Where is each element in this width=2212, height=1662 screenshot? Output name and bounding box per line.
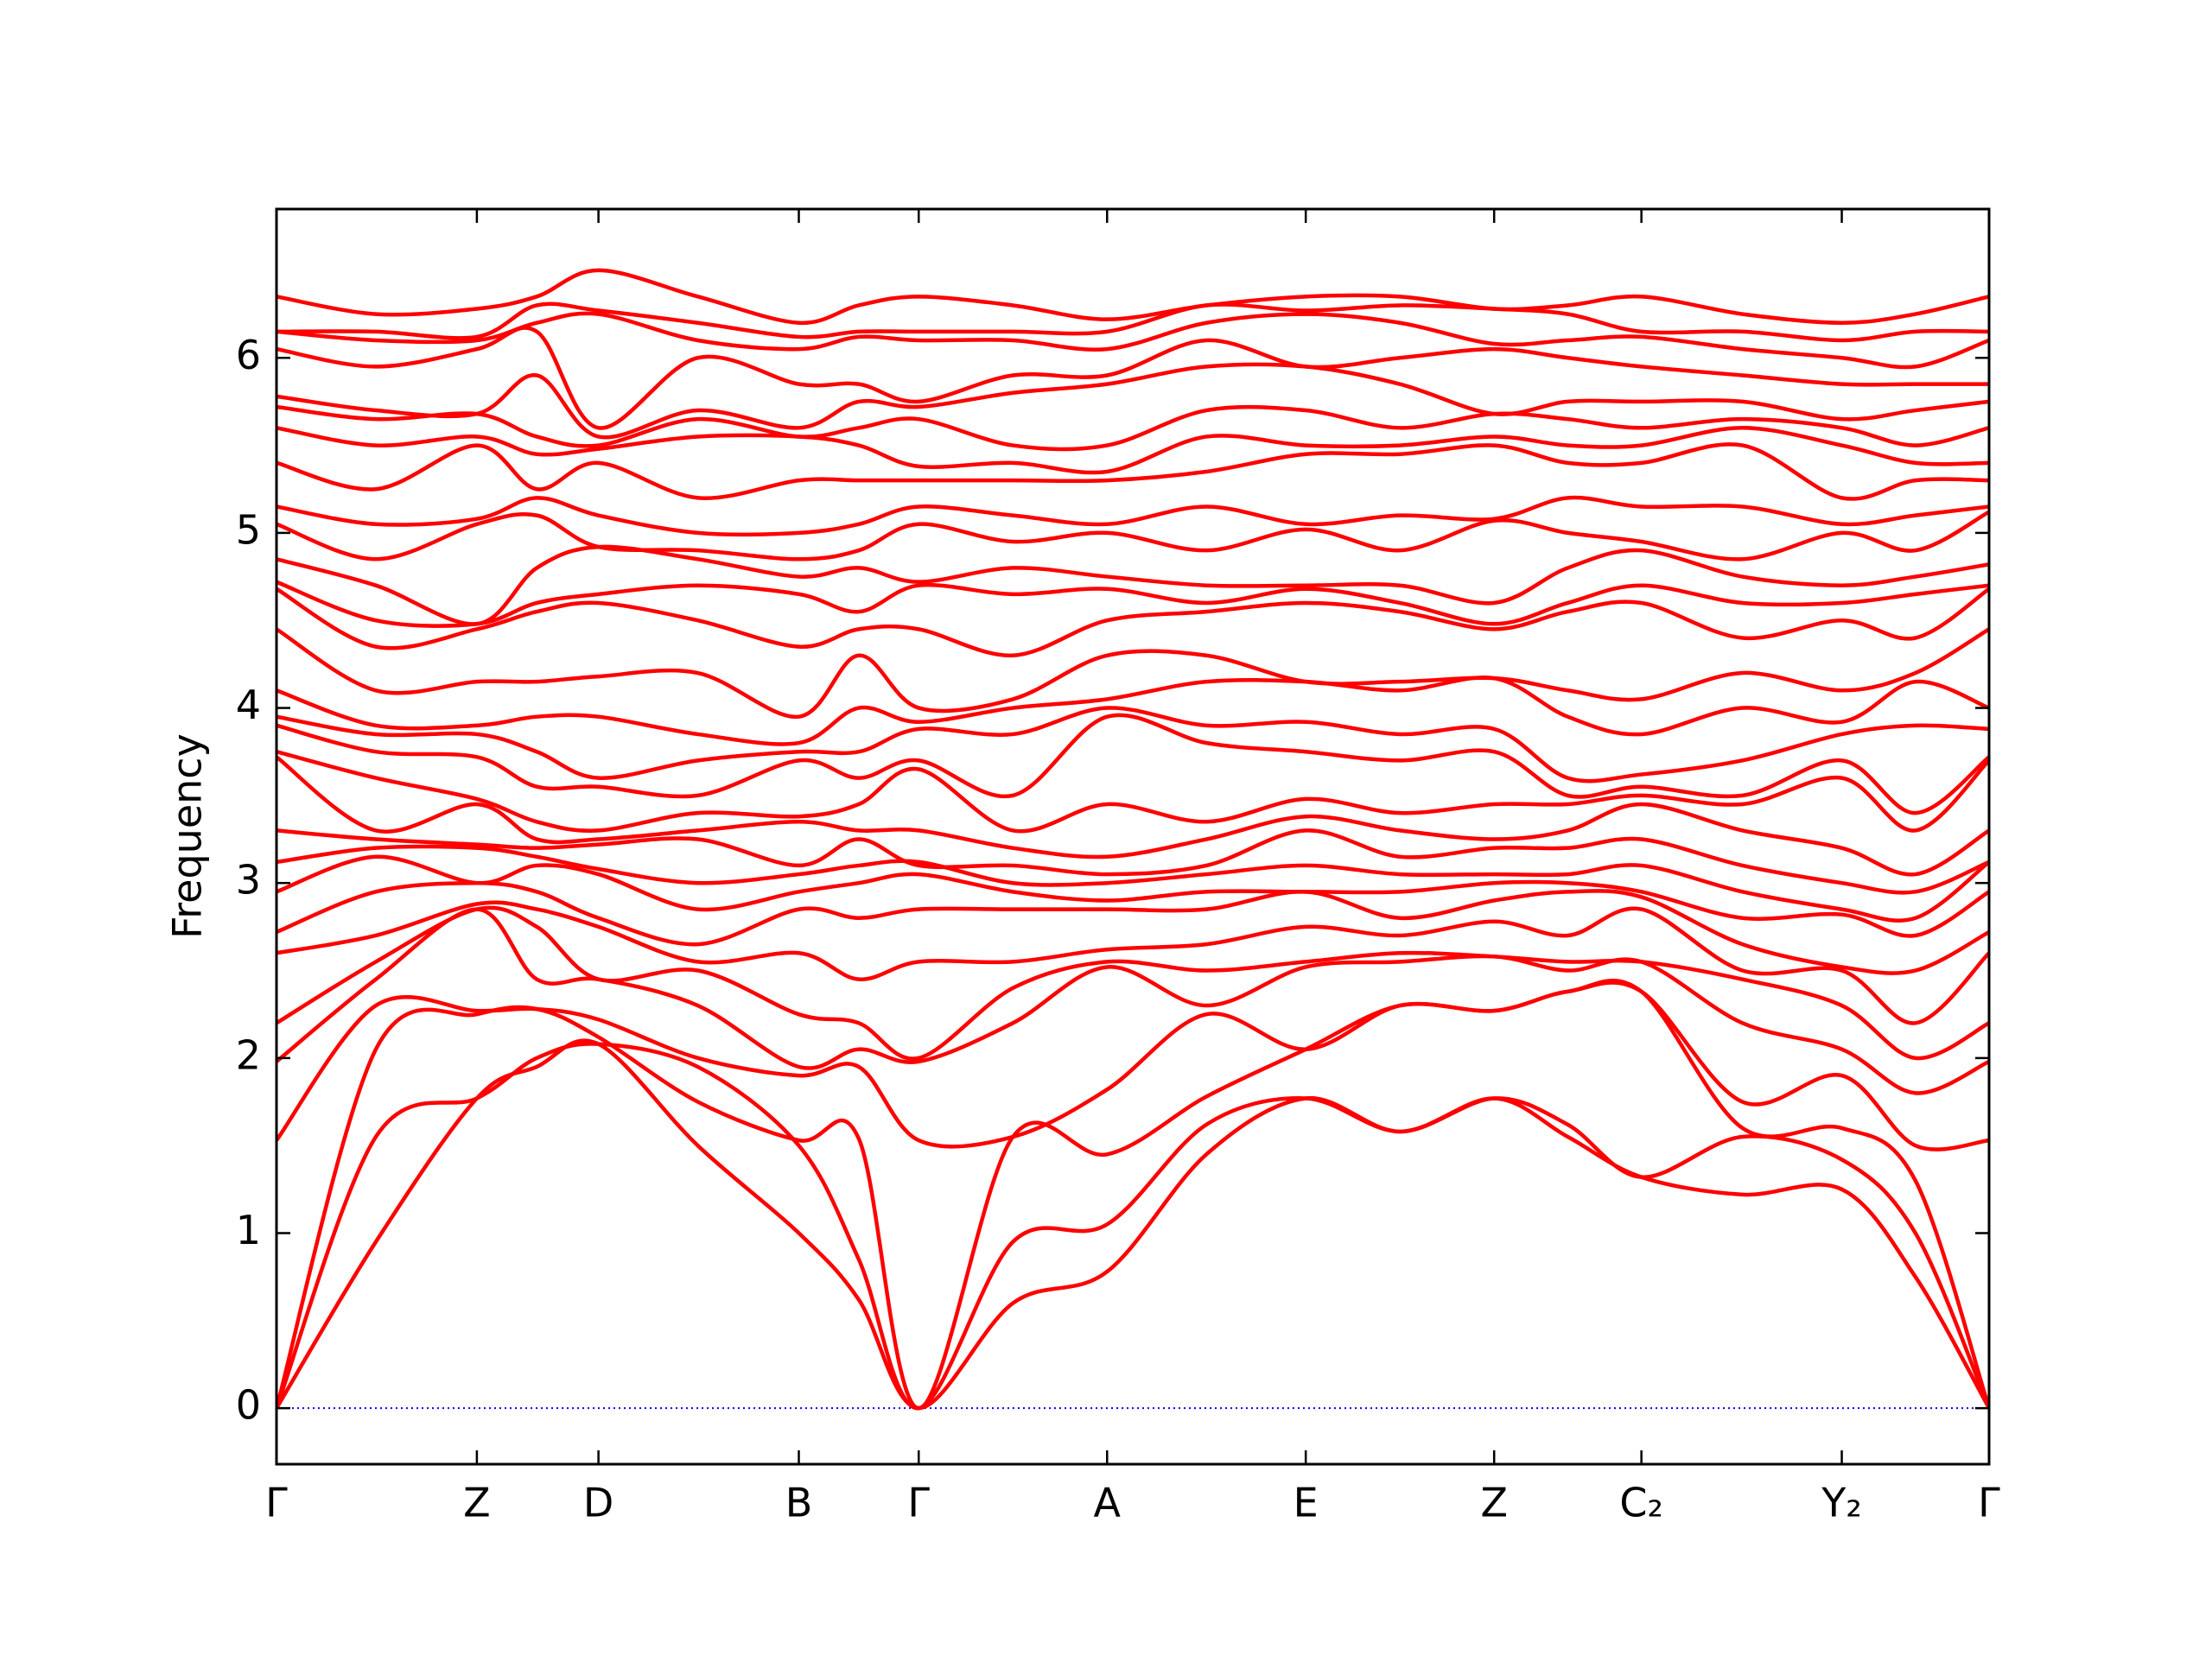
band-line — [276, 706, 1989, 783]
x-tick-label: Z — [463, 1480, 491, 1526]
x-tick-label: D — [583, 1480, 613, 1526]
band-line — [276, 828, 1989, 895]
band-line — [276, 326, 1989, 430]
band-line — [276, 844, 1989, 923]
band-line — [276, 880, 1989, 975]
band-line — [276, 1042, 1989, 1411]
y-tick-label: 2 — [236, 1031, 261, 1078]
band-line — [276, 627, 1989, 719]
band-line — [276, 900, 1989, 1025]
band-line — [276, 442, 1989, 501]
band-line — [276, 905, 1989, 1061]
plot-area — [276, 268, 1989, 1411]
band-line — [276, 980, 1989, 1151]
y-tick-label: 1 — [236, 1207, 261, 1253]
band-line — [276, 510, 1989, 561]
band-line — [276, 404, 1989, 452]
x-tick-label: Γ — [1978, 1480, 2000, 1526]
x-tick-label: E — [1294, 1480, 1319, 1526]
band-line — [276, 1038, 1989, 1411]
y-tick-label: 5 — [236, 506, 261, 553]
x-tick-label: B — [785, 1480, 813, 1526]
band-line — [276, 301, 1989, 343]
band-line — [276, 587, 1989, 658]
band-line — [276, 750, 1989, 834]
y-tick-label: 0 — [236, 1382, 261, 1429]
band-line — [276, 854, 1989, 938]
x-tick-label: Γ — [265, 1480, 288, 1526]
band-line — [276, 311, 1989, 370]
x-tick-label: Y₂ — [1821, 1480, 1862, 1526]
y-axis-label: Frequency — [164, 733, 211, 939]
band-line — [276, 544, 1989, 626]
y-tick-label: 6 — [236, 332, 261, 378]
band-line — [276, 713, 1989, 815]
axes-frame — [275, 207, 1991, 1466]
x-tick-label: Γ — [907, 1480, 930, 1526]
y-tick-label: 3 — [236, 857, 261, 904]
x-tick-label: Z — [1480, 1480, 1508, 1526]
band-line — [276, 580, 1989, 628]
band-line — [276, 907, 1989, 1095]
band-line — [276, 268, 1989, 325]
x-tick-label: A — [1094, 1480, 1122, 1526]
band-line — [276, 755, 1989, 877]
band-line — [276, 495, 1989, 537]
band-line — [276, 362, 1989, 440]
band-line — [276, 426, 1989, 475]
x-tick-label: C₂ — [1619, 1480, 1663, 1526]
band-line — [276, 676, 1989, 746]
y-tick-label: 4 — [236, 682, 261, 728]
